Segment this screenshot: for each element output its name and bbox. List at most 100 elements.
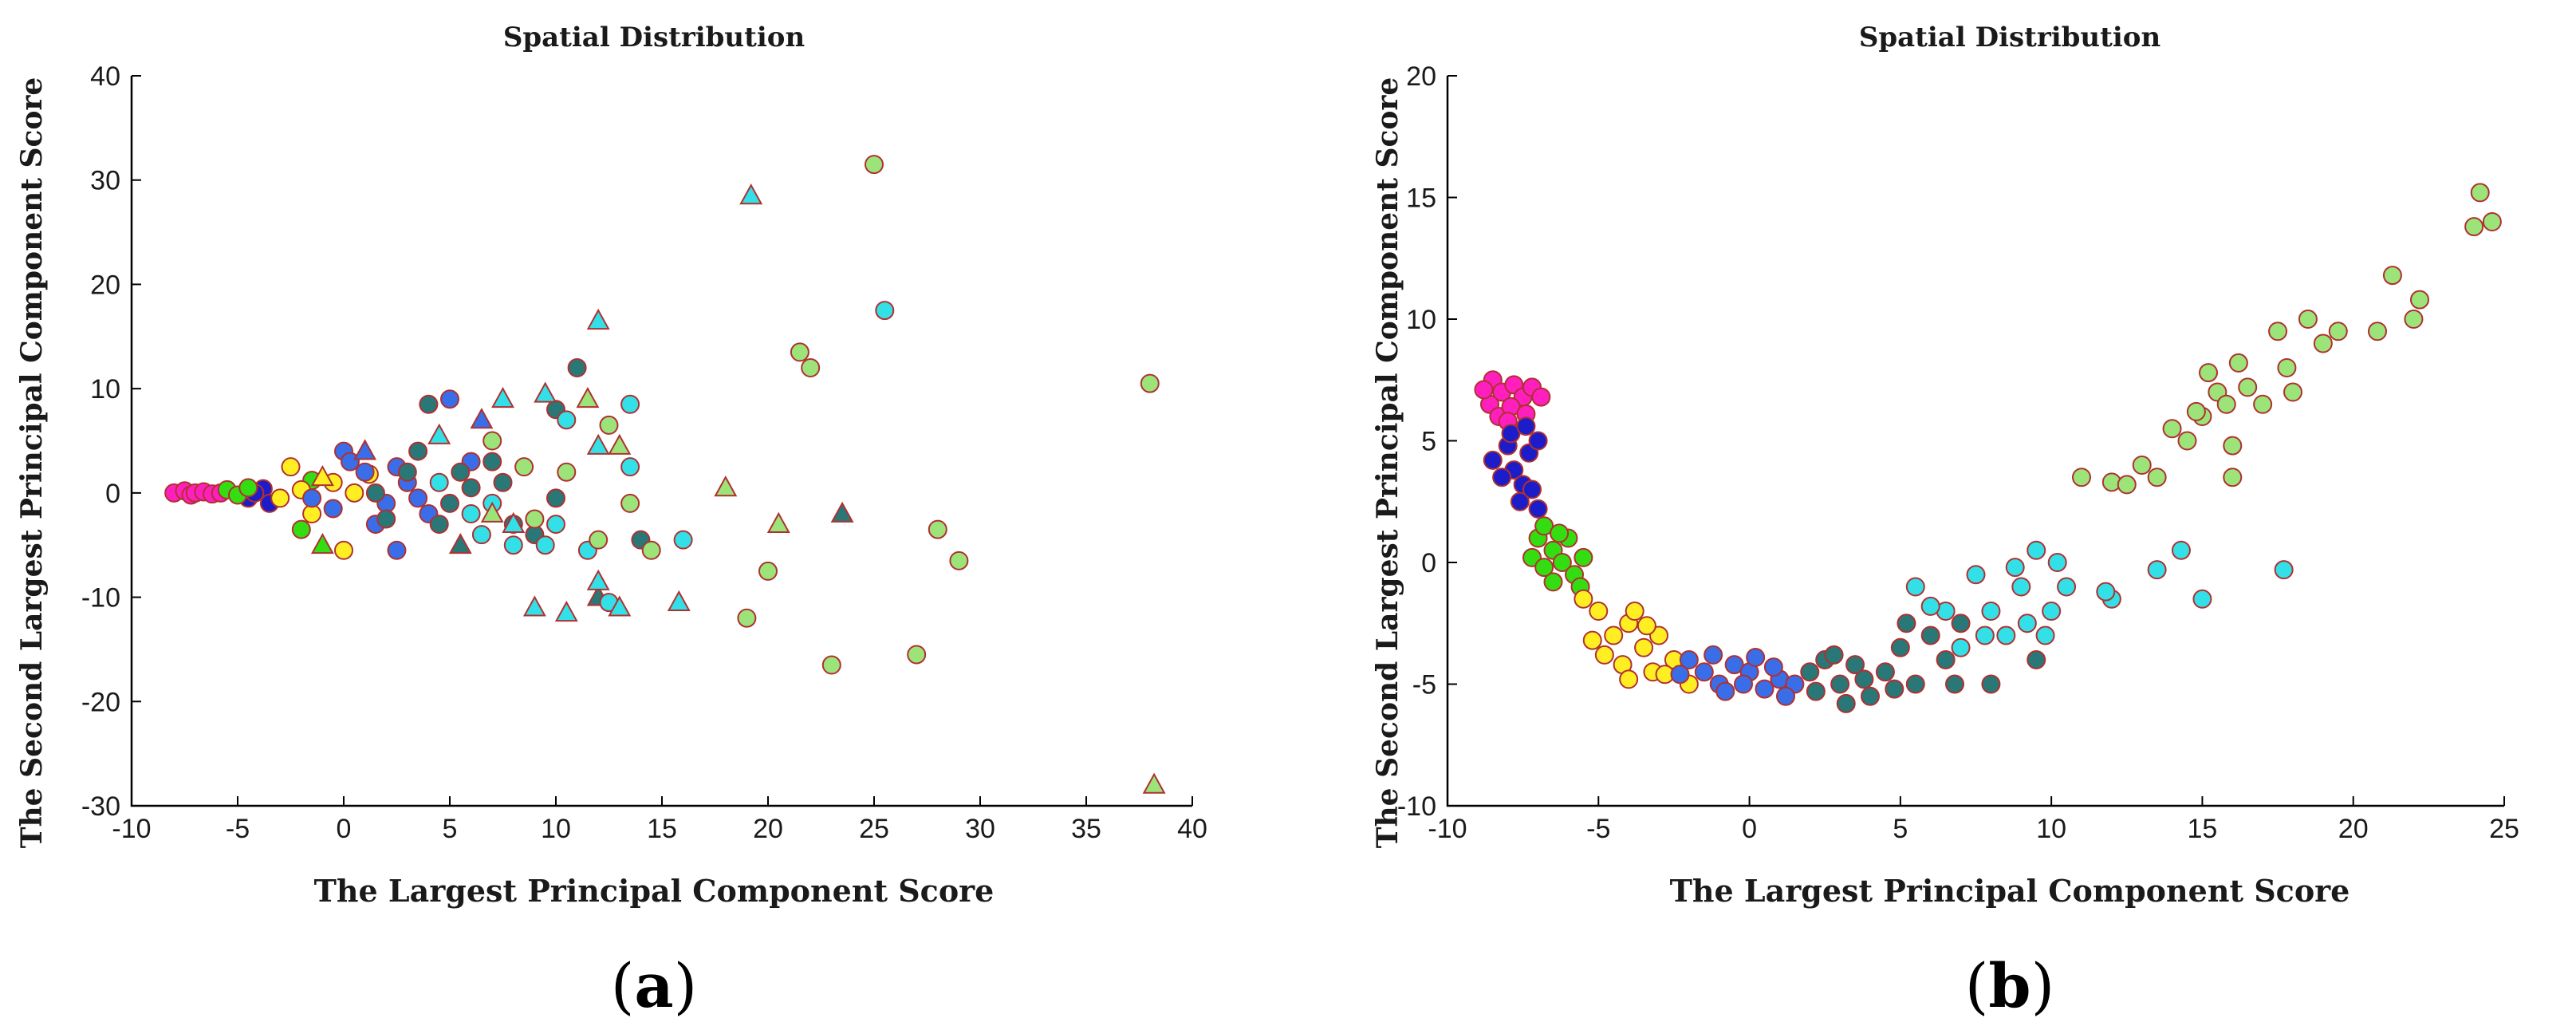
panel-b-title: Spatial Distribution [1859,22,2160,53]
panel-b-data-point-circle [1715,681,1735,701]
panel-b-data-point-circle [2171,540,2191,560]
panel-b-data-point-circle [2216,394,2236,414]
panel-b-data-point-circle [1694,662,1714,682]
panel-a-data-point-circle [758,561,778,581]
panel-a-data-point-circle [323,499,343,519]
panel-a-data-point-triangle [502,511,526,533]
panel-b-data-point-circle [1734,674,1753,694]
panel-b-data-point-circle [1806,681,1826,701]
panel-a-y-tick-label: 20 [90,270,120,300]
panel-a-x-tick-label: 10 [541,814,571,844]
panel-a-data-point-triangle [576,386,600,408]
panel-b-data-point-circle [1800,662,1820,682]
panel-a-data-point-circle [821,655,841,675]
panel-a-data-point-circle [483,452,502,472]
panel-a-data-point-circle [461,478,481,498]
panel-b-data-point-circle [1625,602,1644,621]
panel-a-data-point-circle [907,645,927,665]
panel-a-data-point-circle [483,431,502,451]
panel-b-data-point-circle [2277,358,2297,377]
panel-b-data-point-circle [2027,540,2046,560]
panel-b-data-point-circle [2047,553,2067,572]
panel-b-data-point-circle [2017,614,2037,633]
panel-b-data-point-circle [2147,468,2167,487]
panel-b-data-point-circle [1966,565,1986,585]
panel-a-data-point-circle [503,535,523,555]
panel-b-data-point-circle [1552,553,1572,572]
panel-a-y-tick-label: -10 [81,583,120,614]
panel-b-x-axis-label: The Largest Principal Component Score [1670,873,2350,909]
panel-a-y-axis-label: The Second Largest Principal Component S… [15,77,49,849]
panel-b-data-point-circle [2298,310,2318,329]
panel-b-data-point-circle [1885,679,1904,699]
panel-a-data-point-circle [302,488,322,508]
panel-a-data-point-circle [589,530,609,550]
panel-a-y-tick-label: 0 [105,479,120,509]
panel-a-chart: Spatial Distribution The Largest Princip… [15,22,1207,1021]
panel-a-data-point-circle [865,155,884,175]
panel-b-axes [1446,76,2504,807]
panel-b-data-point-circle [1704,645,1723,665]
panel-a-data-point-circle [525,509,545,529]
panel-b-data-point-circle [2313,333,2333,353]
panel-a-data-point-circle [270,488,290,508]
panel-a-data-point-triangle [586,569,610,590]
panel-a-data-point-circle [567,358,587,377]
panel-a-data-point-circle [345,483,364,503]
panel-b-data-point-circle [2223,436,2243,456]
panel-b-data-point-circle [2186,401,2206,421]
panel-b-data-point-circle [1897,614,1916,633]
panel-a-data-point-circle [620,493,640,513]
panel-b-data-point-circle [2011,577,2031,597]
panel-b-data-point-circle [2253,394,2273,414]
panel-a-data-point-triangle [608,595,632,617]
panel-b-data-point-circle [2464,217,2484,237]
panel-a-x-tick-label: 20 [753,814,783,844]
panel-b-data-point-circle [2410,290,2429,310]
panel-a-data-point-circle [1140,373,1160,393]
panel-a-data-point-triangle [667,590,691,612]
panel-a-data-point-circle [641,540,661,560]
panel-b-data-point-circle [1528,431,1548,451]
panel-b-data-point-circle [1483,450,1503,470]
panel-a-data-point-triangle [586,433,610,455]
panel-b-data-point-circle [1619,669,1639,689]
panel-a-data-point-triangle [1142,772,1166,794]
panel-b-y-tick-label: 5 [1421,427,1436,457]
panel-b-data-point-circle [2177,431,2197,451]
panel-a-data-point-circle [408,488,428,508]
panel-b-x-tick-label: 10 [2036,814,2066,844]
panel-b-data-point-circle [2042,602,2062,621]
panel-a-data-point-circle [387,540,407,560]
panel-a-x-tick-label: 15 [647,814,677,844]
panel-a-data-point-circle [471,525,491,545]
panel-b-data-point-circle [1534,516,1554,536]
panel-a-data-point-triangle [427,423,451,444]
panel-a-data-point-circle [493,472,513,492]
panel-b-data-point-circle [1875,662,1895,682]
panel-b-x-tick-label: 0 [1742,814,1757,844]
panel-a-data-point-triangle [766,511,790,533]
panel-a-data-point-triangle [310,532,334,554]
panel-b-data-point-circle [1670,665,1690,685]
panel-b-data-point-circle [1543,572,1563,592]
panel-a-x-tick-label: 0 [337,814,352,844]
panel-b-data-point-circle [1637,616,1656,636]
panel-a-data-point-triangle [310,464,334,487]
panel-b-caption: (b) [1965,950,2054,1021]
panel-a-data-point-circle [429,515,449,535]
panel-a-data-point-circle [514,457,534,477]
panel-a-data-point-circle [928,519,947,539]
panel-a-data-point-circle [440,493,459,513]
panel-a-x-tick-label: 40 [1177,814,1207,844]
panel-a-y-tick-label: 10 [90,374,120,404]
panel-b-data-point-circle [1776,686,1795,706]
panel-b-data-point-circle [1755,679,1774,699]
panel-b-y-tick-label: -10 [1397,791,1436,822]
panel-b-data-point-circle [1492,468,1512,487]
panel-b-data-point-circle [2132,456,2152,475]
panel-a-data-point-circle [557,410,577,430]
panel-b-data-point-circle [1920,596,1940,616]
panel-b-x-tick-label: -5 [1586,814,1610,844]
panel-b-data-point-circle [2274,560,2294,580]
